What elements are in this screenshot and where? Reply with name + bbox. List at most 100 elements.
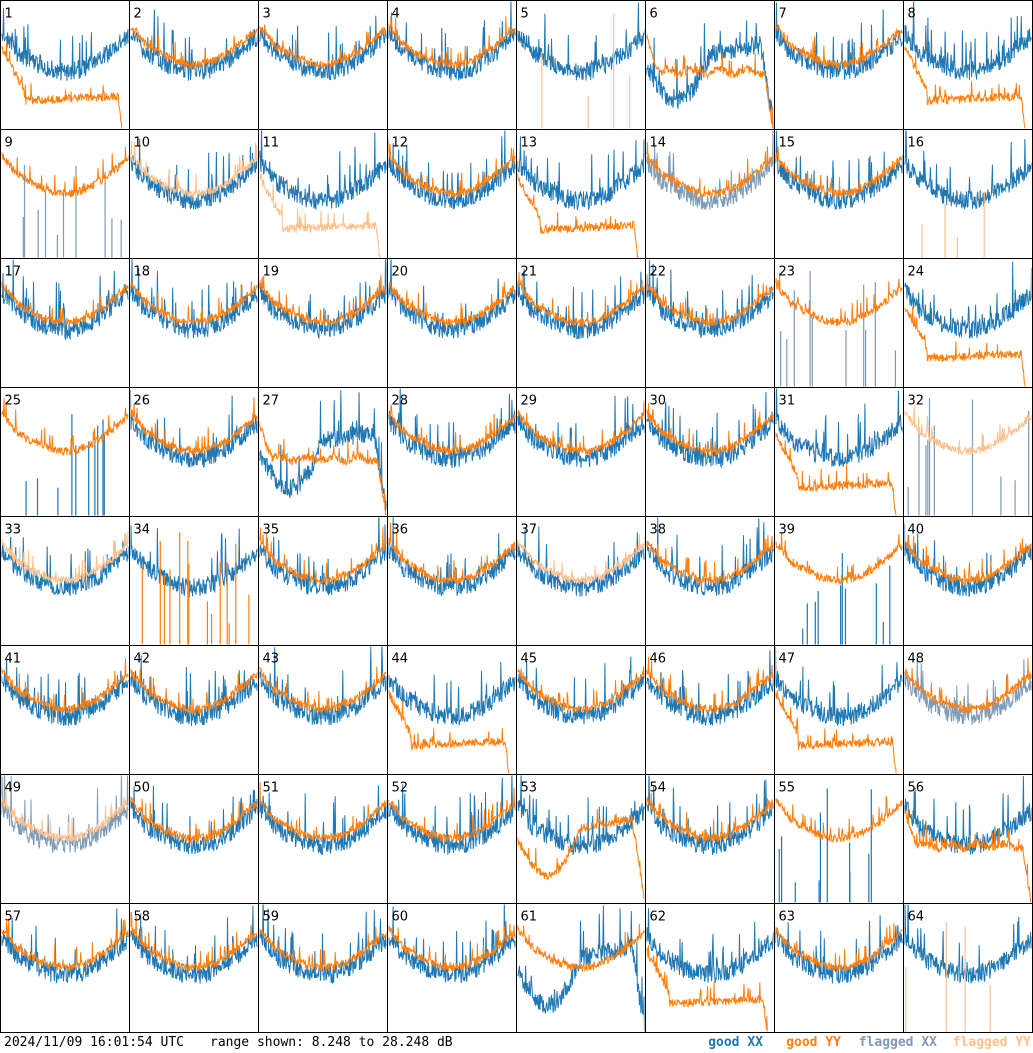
xx-trace	[130, 259, 258, 339]
panel-58: 58	[129, 903, 259, 1033]
panel-frame	[0, 0, 130, 130]
panel-label: 40	[908, 523, 925, 538]
yy-trace	[517, 173, 639, 258]
xx-trace	[904, 1, 1032, 80]
panel-frame	[258, 129, 388, 259]
panel-label: 23	[779, 265, 796, 280]
panel-7: 7	[774, 0, 904, 130]
panel-label: 11	[263, 136, 280, 151]
panel-35: 35	[258, 516, 388, 646]
panel-62: 62	[645, 903, 775, 1033]
yy-trace	[130, 796, 258, 844]
yy-trace	[646, 34, 774, 129]
panel-label: 57	[5, 910, 22, 925]
panel-54: 54	[645, 774, 775, 904]
yy-trace	[388, 787, 516, 843]
yy-trace	[1, 41, 123, 129]
panel-label: 8	[908, 7, 916, 22]
xx-trace	[646, 650, 774, 726]
panel-label: 51	[263, 781, 280, 796]
xx-trace	[775, 388, 903, 467]
panel-3: 3	[258, 0, 388, 130]
yy-trace	[130, 141, 258, 198]
panel-label: 52	[392, 781, 409, 796]
yy-trace	[517, 923, 645, 973]
range-label: range shown: 8.248 to 28.248 dB	[210, 1035, 453, 1050]
panel-label: 33	[5, 523, 22, 538]
panel-label: 6	[650, 7, 658, 22]
yy-trace	[775, 21, 903, 69]
panel-label: 7	[779, 7, 787, 22]
panel-33: 33	[0, 516, 130, 646]
panel-label: 19	[263, 265, 280, 280]
yy-trace	[130, 911, 258, 972]
panel-57: 57	[0, 903, 130, 1033]
yy-trace	[388, 522, 516, 585]
panel-label: 35	[263, 523, 280, 538]
panel-55: 55	[774, 774, 904, 904]
panel-36: 36	[387, 516, 517, 646]
yy-trace	[646, 403, 774, 456]
panel-10: 10	[129, 129, 259, 259]
panel-30: 30	[645, 387, 775, 517]
panel-5: 5	[516, 0, 646, 130]
panel-34: 34	[129, 516, 259, 646]
yy-trace	[259, 781, 387, 843]
panel-label: 39	[779, 523, 796, 538]
yy-trace	[388, 923, 516, 972]
panel-label: 15	[779, 136, 796, 151]
panel-label: 58	[134, 910, 151, 925]
panel-45: 45	[516, 645, 646, 775]
yy-trace	[775, 531, 903, 586]
yy-trace	[388, 404, 516, 457]
yy-trace	[1, 787, 129, 844]
xx-trace	[517, 2, 645, 81]
panel-label: 2	[134, 7, 142, 22]
panel-label: 14	[650, 136, 667, 151]
yy-trace	[259, 173, 381, 258]
panel-25: 25	[0, 387, 130, 517]
panel-label: 17	[5, 265, 22, 280]
xx-trace	[259, 15, 387, 81]
yy-trace	[775, 272, 903, 327]
panel-63: 63	[774, 903, 904, 1033]
panel-29: 29	[516, 387, 646, 517]
yy-trace	[517, 666, 645, 714]
panel-37: 37	[516, 516, 646, 646]
xx-trace	[388, 130, 516, 210]
panel-label: 54	[650, 781, 667, 796]
timestamp: 2024/11/09 16:01:54 UTC	[4, 1035, 185, 1050]
panel-61: 61	[516, 903, 646, 1033]
panel-26: 26	[129, 387, 259, 517]
yy-trace	[259, 421, 387, 516]
xx-trace	[646, 130, 774, 211]
xx-trace	[1, 658, 129, 726]
panel-label: 56	[908, 781, 925, 796]
xx-trace	[388, 904, 516, 984]
panel-frame	[0, 387, 130, 517]
xx-trace	[388, 661, 516, 726]
panel-38: 38	[645, 516, 775, 646]
yy-trace	[904, 809, 1032, 903]
xx-trace	[775, 2, 903, 80]
panel-label: 1	[5, 7, 13, 22]
xx-trace	[1, 259, 129, 341]
yy-trace	[775, 923, 903, 972]
xx-trace	[646, 20, 774, 129]
panel-label: 62	[650, 910, 667, 925]
panel-60: 60	[387, 903, 517, 1033]
panel-17: 17	[0, 258, 130, 388]
panel-label: 22	[650, 265, 667, 280]
yy-trace	[130, 397, 258, 456]
xx-trace	[388, 517, 516, 596]
panel-31: 31	[774, 387, 904, 517]
yy-trace	[517, 809, 645, 900]
panel-label: 4	[392, 7, 400, 22]
panel-frame	[258, 387, 388, 517]
yy-trace	[517, 401, 645, 456]
panel-label: 46	[650, 652, 667, 667]
panel-64: 64	[903, 903, 1033, 1033]
yy-trace	[388, 689, 510, 774]
yy-trace	[388, 15, 516, 69]
panel-28: 28	[387, 387, 517, 517]
